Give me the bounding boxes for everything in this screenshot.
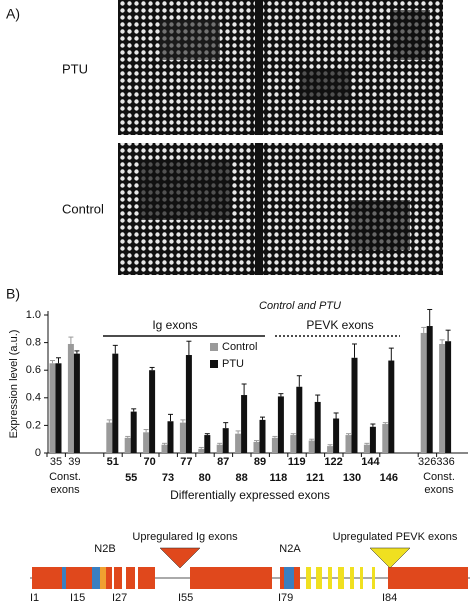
bar: [388, 360, 395, 453]
bar: [314, 401, 321, 453]
x-tick-label: 89: [254, 456, 266, 468]
bar: [420, 332, 427, 453]
bar: [345, 435, 352, 453]
region-label: N2A: [279, 543, 301, 555]
x-tick-label: 39: [68, 456, 80, 468]
bar: [363, 444, 370, 453]
array-image: [118, 143, 443, 275]
bar: [271, 437, 278, 453]
bar: [204, 435, 211, 453]
legend-swatch: [210, 360, 218, 368]
x-axis-label: Differentially expressed exons: [170, 488, 330, 502]
bar: [161, 444, 168, 453]
y-tick-label: 0: [35, 447, 41, 459]
y-tick-label: 0.4: [26, 392, 41, 404]
x-tick-label: 122: [324, 456, 342, 468]
y-tick-label: 0.8: [26, 337, 41, 349]
bar: [143, 432, 150, 453]
x-tick-label: 80: [199, 472, 211, 484]
gene-diagram: [30, 547, 470, 589]
bar: [296, 386, 303, 453]
domain-label: I55: [178, 592, 193, 604]
bar: [327, 446, 334, 453]
bar: [369, 426, 376, 453]
bar: [55, 363, 62, 453]
bar: [439, 343, 446, 453]
group-label: Ig exons: [152, 318, 197, 332]
domain-label: I27: [112, 592, 127, 604]
bar: [253, 441, 260, 453]
bar: [241, 395, 248, 453]
bar: [426, 326, 433, 453]
bar: [445, 341, 452, 453]
bar: [277, 396, 284, 453]
bar: [49, 363, 56, 453]
bar: [130, 411, 137, 453]
y-tick-label: 0.2: [26, 419, 41, 431]
bar: [382, 424, 389, 453]
panel-label: B): [6, 286, 20, 302]
diagram-annotation: Upregulated PEVK exons: [333, 531, 458, 543]
const-label: Const.: [423, 471, 455, 483]
legend-swatch: [210, 343, 218, 351]
region-label: N2B: [94, 543, 115, 555]
y-axis-label: Expression level (a.u.): [8, 330, 20, 439]
x-tick-label: 35: [50, 456, 62, 468]
x-tick-label: 146: [380, 472, 398, 484]
bar: [185, 355, 192, 453]
array-image: [118, 0, 443, 135]
x-tick-label: 70: [143, 456, 155, 468]
x-tick-label: 130: [343, 472, 361, 484]
bar: [179, 422, 186, 453]
x-tick-label: 51: [107, 456, 119, 468]
panel-label: A): [6, 6, 20, 22]
const-label: Const.: [49, 471, 81, 483]
bar: [106, 422, 113, 453]
chart-title: Control and PTU: [259, 300, 341, 312]
x-tick-label: 73: [162, 472, 174, 484]
x-tick-label: 336: [436, 456, 454, 468]
bar: [67, 343, 74, 453]
x-tick-label: 88: [235, 472, 247, 484]
bar: [73, 353, 80, 453]
x-tick-label: 77: [180, 456, 192, 468]
bar: [259, 419, 266, 453]
const-label: exons: [424, 484, 454, 496]
bar: [235, 433, 242, 453]
x-tick-label: 55: [125, 472, 137, 484]
const-label: exons: [50, 484, 80, 496]
group-label: PEVK exons: [306, 318, 373, 332]
domain-label: I15: [70, 592, 85, 604]
x-tick-label: 119: [288, 456, 306, 468]
bar: [351, 357, 358, 453]
x-tick-label: 326: [418, 456, 436, 468]
domain-label: I84: [382, 592, 397, 604]
legend-label: PTU: [222, 358, 244, 370]
array-label: PTU: [62, 61, 88, 76]
bar: [222, 428, 229, 453]
bar: [167, 421, 174, 453]
legend-label: Control: [222, 341, 257, 353]
bar: [216, 444, 223, 453]
diagram-annotation: Upregulared Ig exons: [132, 531, 238, 543]
x-tick-label: 121: [306, 472, 324, 484]
bar: [290, 435, 297, 453]
bar: [149, 370, 156, 453]
array-label: Control: [62, 201, 104, 216]
bar: [333, 418, 340, 453]
domain-label: I79: [278, 592, 293, 604]
domain-label: I1: [30, 592, 39, 604]
bar: [308, 440, 315, 453]
x-tick-label: 144: [361, 456, 380, 468]
bar: [124, 437, 131, 453]
bar: [198, 448, 205, 453]
bar: [112, 353, 119, 453]
x-tick-label: 87: [217, 456, 229, 468]
y-tick-label: 0.6: [26, 364, 41, 376]
y-tick-label: 1.0: [26, 309, 41, 321]
x-tick-label: 118: [270, 472, 288, 484]
